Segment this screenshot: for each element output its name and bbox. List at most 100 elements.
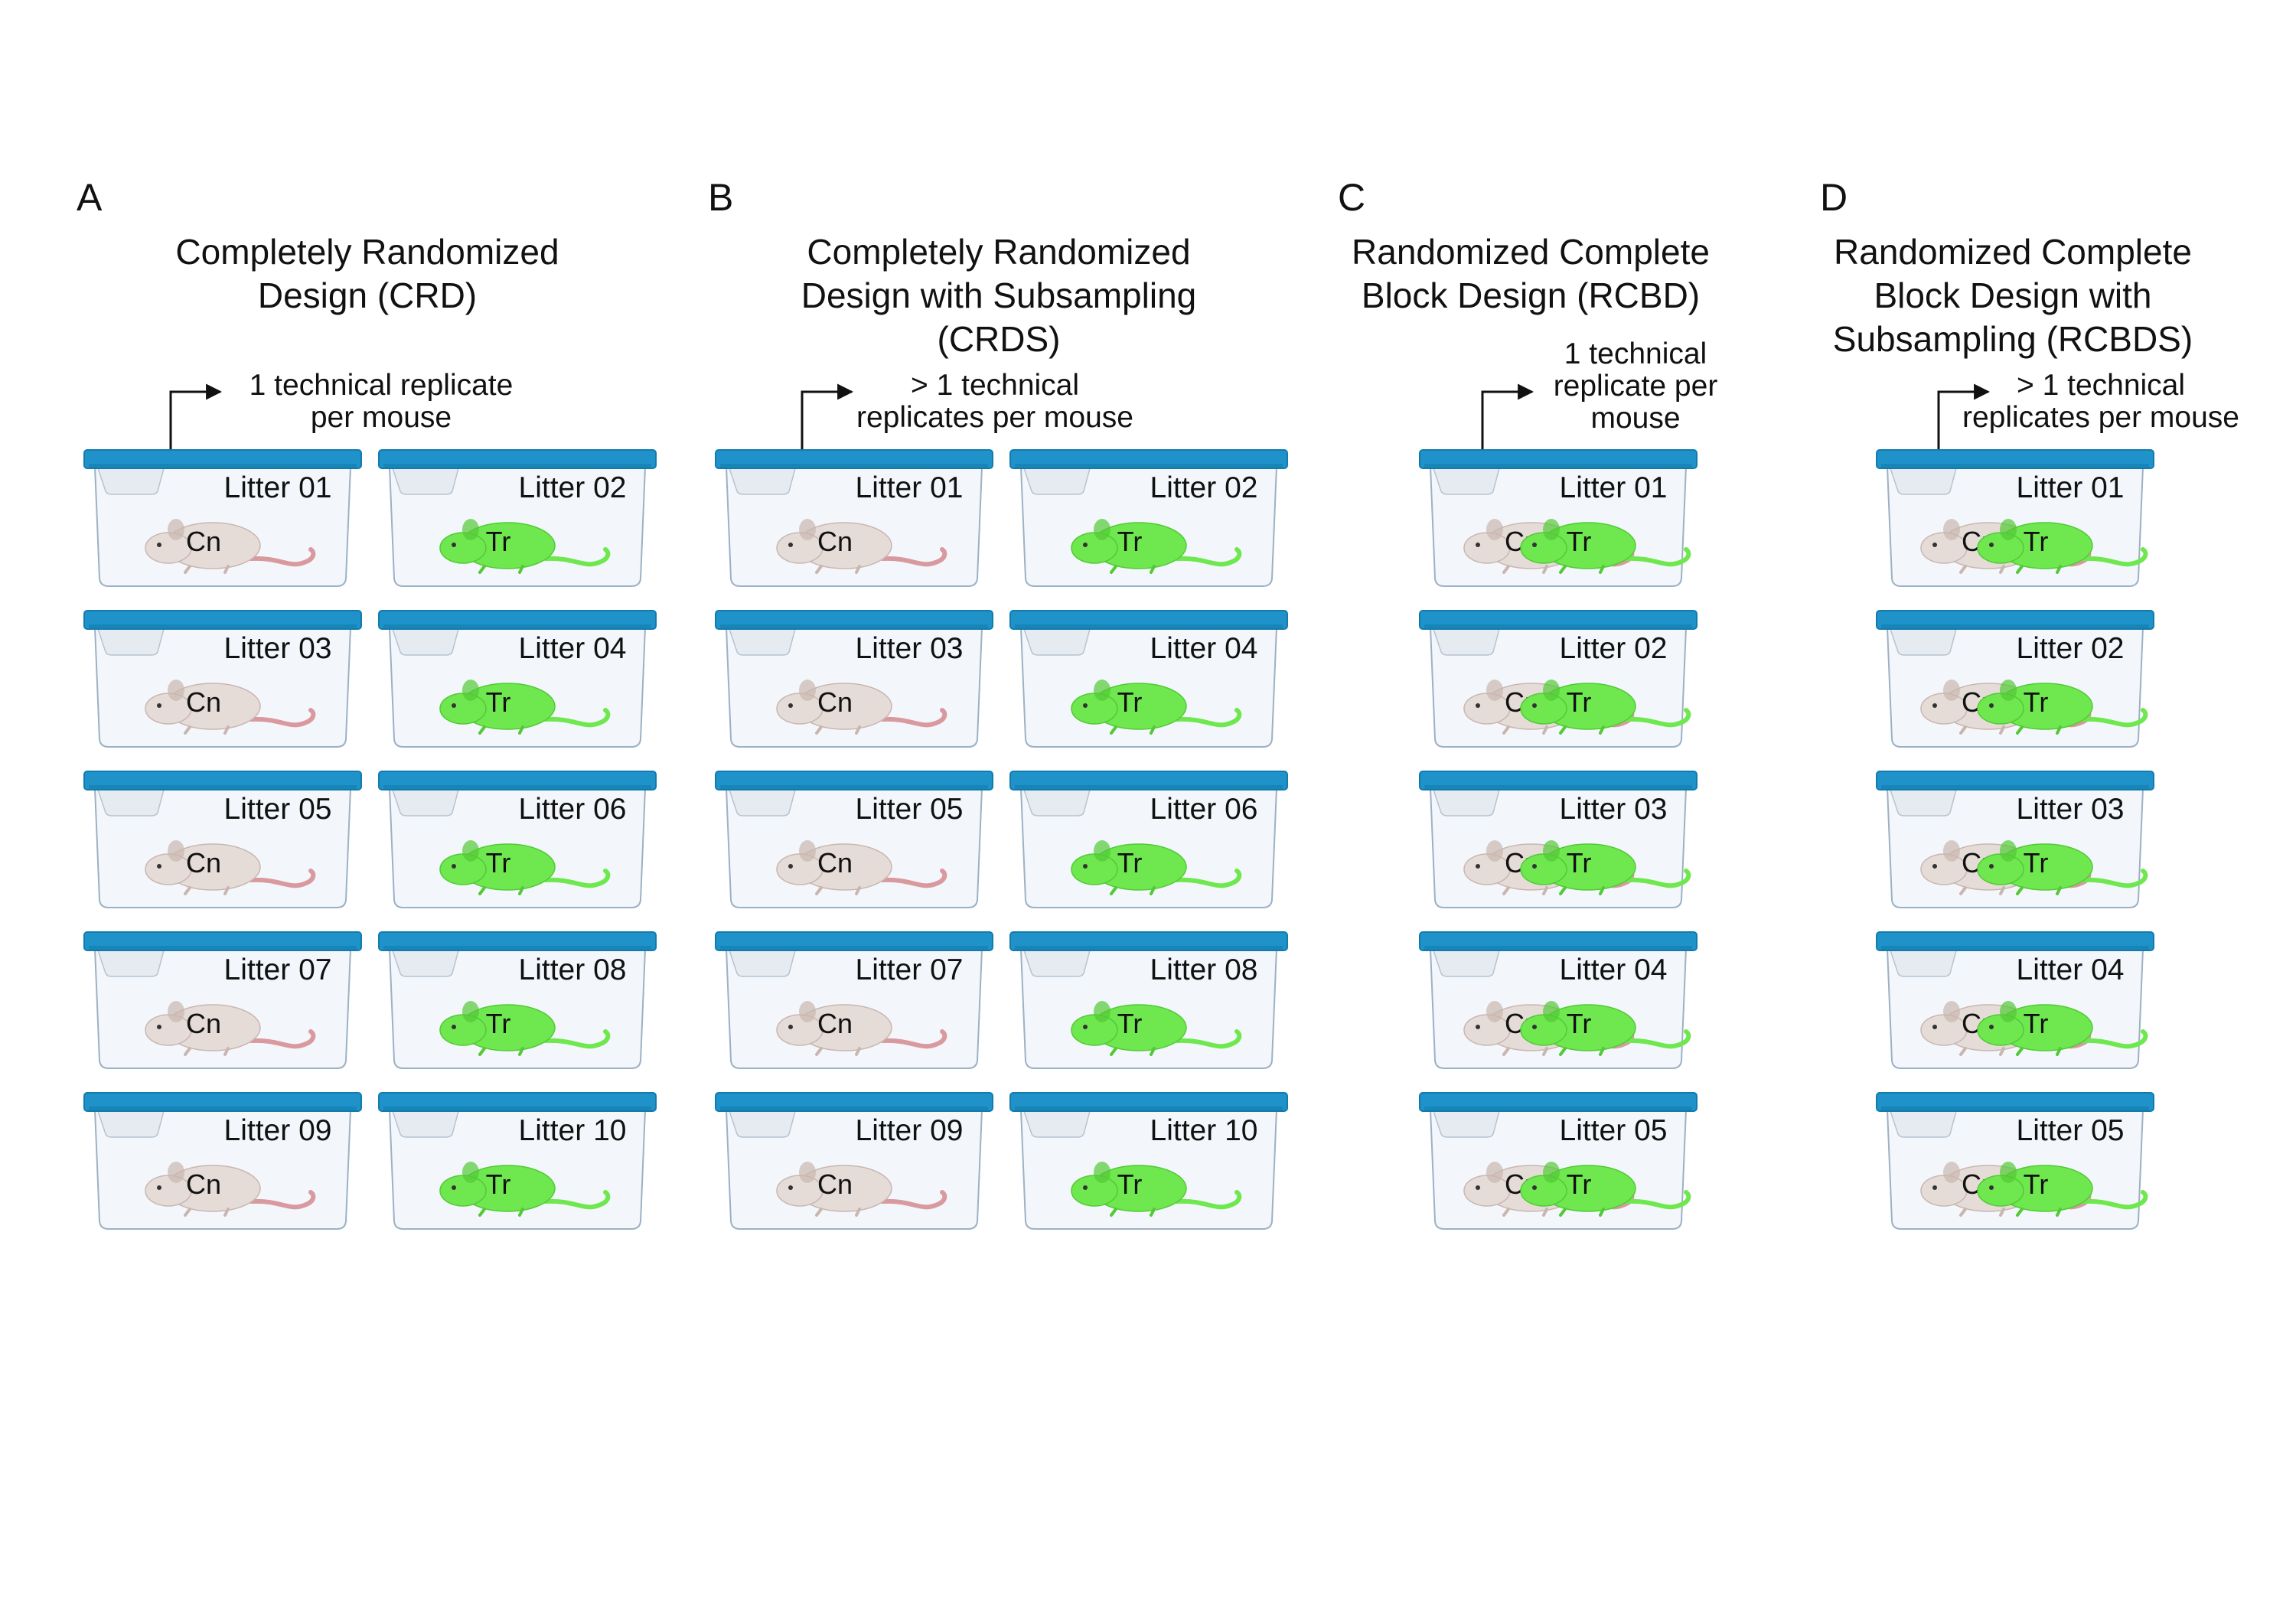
treated-mouse-icon-head [439, 532, 487, 564]
treated-mouse-icon-label: Tr [486, 1169, 511, 1200]
replicate-note-line: replicates per mouse [1962, 401, 2239, 434]
control-mouse-icon-eye [1932, 703, 1937, 708]
bottle-holder-icon [1889, 1110, 1957, 1138]
cage-label: Litter 03 [2017, 793, 2125, 826]
cage-label: Litter 07 [224, 953, 332, 986]
cage: Litter 05CnTr [1419, 1092, 1698, 1230]
treated-mouse-icon-head [439, 1175, 487, 1207]
control-mouse-icon-label: Cn [186, 526, 221, 557]
treated-mouse-icon-ear [2000, 1001, 2017, 1022]
control-mouse-icon-ear [1486, 680, 1503, 701]
cage-lid-rim [383, 624, 651, 629]
cage-lid-rim [720, 464, 988, 468]
cage-lid-rim [1424, 1107, 1692, 1111]
treated-mouse-icon-eye [1532, 703, 1537, 708]
control-mouse-icon-ear [1486, 519, 1503, 540]
cage-lid-rim [1015, 624, 1283, 629]
treated-mouse-icon-head [1977, 693, 2024, 725]
cage-lid-rim [383, 1107, 651, 1111]
control-mouse-icon-label: Cn [817, 1169, 853, 1200]
treated-mouse-icon-ear [1094, 680, 1110, 701]
treated-mouse-icon-tail [543, 708, 611, 728]
control-mouse-icon-ear [799, 519, 816, 540]
treated-mouse-icon-eye [452, 864, 456, 869]
control-mouse-icon-tail [249, 708, 316, 728]
cage-label: Litter 02 [1150, 471, 1258, 504]
cage-lid-rim [1881, 946, 2149, 950]
cage-label: Litter 01 [1560, 471, 1668, 504]
control-mouse-icon-eye [1476, 1025, 1480, 1029]
control-mouse-icon-feet [184, 565, 230, 574]
cage-label: Litter 01 [856, 471, 964, 504]
treated-mouse-icon-head [1520, 1014, 1567, 1046]
treated-mouse-icon-tail [1624, 547, 1691, 567]
cage: Litter 06 Tr [378, 771, 657, 908]
control-mouse-icon-label: Cn [186, 847, 221, 878]
control-mouse-icon-ear [1486, 1162, 1503, 1183]
control-mouse-icon-tail [880, 708, 947, 728]
control-mouse-icon: Cn [145, 680, 316, 735]
treated-mouse-icon-ear [1094, 840, 1110, 862]
treated-mouse-icon-ear [462, 1001, 479, 1022]
bottle-holder-icon [1889, 950, 1957, 977]
cage-label: Litter 09 [856, 1114, 964, 1147]
treated-mouse-icon-tail [543, 869, 611, 888]
treated-mouse-icon-label: Tr [1117, 686, 1143, 718]
treated-mouse-icon-ear [1543, 840, 1560, 862]
treated-mouse-icon-feet [478, 565, 524, 574]
cage-label: Litter 03 [1560, 793, 1668, 826]
treated-mouse-icon: Tr [1520, 840, 1691, 895]
treated-mouse-icon-head [1977, 532, 2024, 564]
control-mouse-icon-feet [815, 565, 861, 574]
control-mouse-icon: Cn [145, 519, 316, 574]
cage: Litter 04CnTr [1419, 931, 1698, 1069]
cage-label: Litter 02 [519, 471, 627, 504]
control-mouse-icon: Cn [776, 1001, 947, 1056]
treated-mouse-icon-feet [2016, 1208, 2062, 1217]
treated-mouse-icon-eye [452, 1025, 456, 1029]
cage: Litter 08 Tr [378, 931, 657, 1069]
control-mouse-icon-feet [1502, 725, 1548, 735]
control-mouse-icon-head [1920, 853, 1968, 885]
treated-mouse-icon-ear [1094, 1001, 1110, 1022]
treated-mouse-icon-eye [1989, 1185, 1994, 1190]
control-mouse-icon-label: Cn [186, 1008, 221, 1039]
bottle-holder-icon [96, 1110, 165, 1138]
control-mouse-icon-ear [168, 840, 184, 862]
control-mouse-icon-feet [815, 886, 861, 895]
control-mouse-icon-feet [1502, 1047, 1548, 1056]
panel-title-line: Randomized Complete [1834, 232, 2192, 272]
panel-letter: C [1338, 176, 1365, 219]
control-mouse-icon-head [145, 693, 192, 725]
control-mouse-icon-feet [1502, 1208, 1548, 1217]
treated-mouse-icon: Tr [1071, 840, 1242, 895]
control-mouse-icon-feet [1959, 886, 2005, 895]
control-mouse-icon-label: Cn [186, 1169, 221, 1200]
panel-title-line: Block Design (RCBD) [1362, 275, 1700, 315]
cage-lid-rim [1015, 464, 1283, 468]
treated-mouse-icon-label: Tr [1567, 686, 1592, 718]
treated-mouse-icon-label: Tr [1567, 1008, 1592, 1039]
treated-mouse-icon-ear [1543, 680, 1560, 701]
treated-mouse-icon-eye [1532, 1025, 1537, 1029]
cage-label: Litter 08 [1150, 953, 1258, 986]
control-mouse-icon-ear [1943, 1162, 1960, 1183]
treated-mouse-icon-label: Tr [1567, 847, 1592, 878]
treated-mouse-icon-label: Tr [2024, 847, 2049, 878]
control-mouse-icon-feet [184, 725, 230, 735]
treated-mouse-icon-eye [1532, 543, 1537, 547]
cage-lid-rim [1424, 946, 1692, 950]
control-mouse-icon-head [1463, 1175, 1511, 1207]
cage: Litter 03CnTr [1876, 771, 2154, 908]
treated-mouse-icon-ear [2000, 519, 2017, 540]
treated-mouse-icon-feet [1110, 725, 1156, 735]
treated-mouse-icon-ear [1094, 519, 1110, 540]
control-mouse-icon-feet [1502, 565, 1548, 574]
treated-mouse-icon: Tr [1977, 840, 2148, 895]
treated-mouse-icon-head [1977, 1014, 2024, 1046]
control-mouse-icon-tail [249, 1190, 316, 1210]
